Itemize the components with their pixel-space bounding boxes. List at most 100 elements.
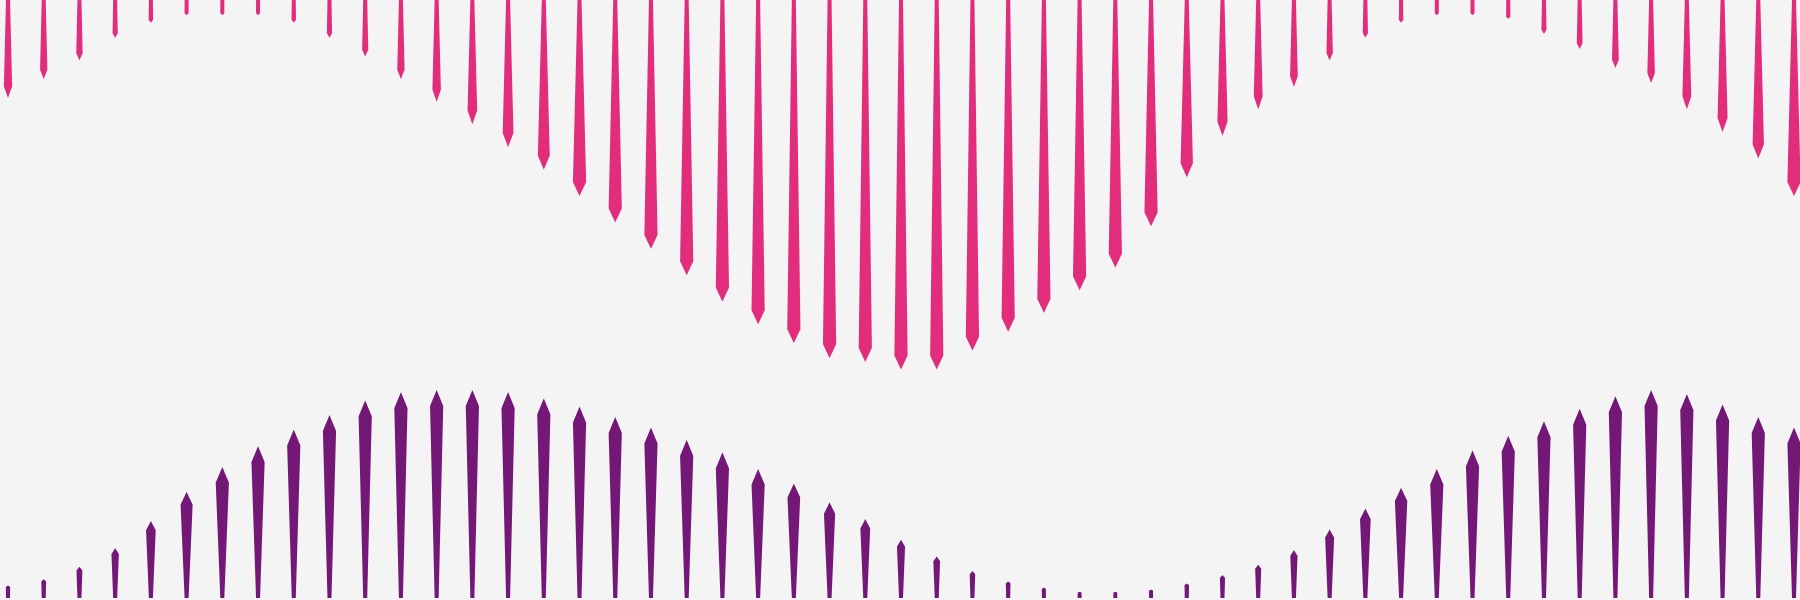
bottom-spike [1465,450,1480,598]
bottom-spike [1787,427,1800,598]
bottom-spike [823,502,836,598]
bottom-spike [430,390,444,598]
top-spike [715,0,729,302]
bottom-spike [969,570,976,598]
top-spike [326,0,333,38]
bottom-spike [680,439,694,598]
top-spike [1362,0,1368,38]
top-spike [76,0,83,61]
top-spike [822,0,837,359]
bottom-spike [1680,394,1694,598]
bottom-spike [1005,581,1011,598]
top-spike [787,0,801,344]
bottom-spike [1430,469,1444,598]
top-spike [362,0,369,57]
top-spike [644,0,658,249]
bottom-spike [933,556,941,598]
bottom-spike [1077,591,1082,598]
bottom-spike [394,392,408,598]
bottom-spike [465,390,479,598]
bottom-spike [1360,508,1371,598]
bottom-spike [1608,396,1622,598]
bottom-spike-row [5,390,1800,598]
top-spike [930,0,944,370]
top-spike [467,0,478,125]
top-spike [220,0,225,16]
top-spike [1326,0,1333,61]
top-spike [1290,0,1298,87]
bottom-spike [1219,575,1226,598]
bottom-spike [76,566,83,598]
top-spike [1752,0,1764,159]
top-spike [397,0,405,80]
bottom-spike [608,417,622,598]
bottom-spike [537,398,551,598]
top-spike [894,0,908,370]
top-spike [1647,0,1655,83]
top-spike [680,0,694,276]
top-spike [572,0,587,197]
bottom-spike [501,392,515,598]
top-spike [1144,0,1158,227]
bottom-spike [1113,591,1118,598]
bottom-spike [1501,435,1515,598]
top-spike-row [3,0,1800,370]
top-spike [965,0,980,351]
top-spike [148,0,154,23]
top-spike [1180,0,1193,178]
top-spike [1217,0,1228,136]
top-spike [1541,0,1547,34]
bottom-spike [715,452,729,598]
bottom-spike [5,585,11,598]
top-spike [1787,0,1800,197]
bottom-spike [41,579,47,598]
top-spike [1037,0,1051,313]
top-spike [112,0,118,38]
bottom-spike [1184,583,1190,598]
top-spike [858,0,872,362]
top-spike [291,0,296,23]
bottom-spike [1573,408,1587,598]
bottom-spike [787,483,801,598]
bottom-spike [287,429,301,598]
bottom-spike [180,491,193,598]
top-spike [537,0,550,170]
bottom-spike [1290,550,1298,598]
top-spike [256,0,261,16]
bottom-spike [358,400,372,598]
top-spike [1434,0,1439,16]
top-spike [3,0,13,99]
top-spike [1576,0,1583,50]
top-spike [1108,0,1122,268]
top-spike [1717,0,1728,132]
bottom-spike [644,427,658,598]
bottom-spike [1394,487,1408,598]
bottom-spike [572,406,587,598]
bottom-spike [1255,564,1262,598]
top-spike [1506,0,1511,19]
bottom-spike [146,521,156,598]
bottom-spike [251,446,265,598]
bottom-spike [1644,390,1658,598]
top-spike [184,0,189,16]
top-spike [432,0,441,102]
top-spike [1073,0,1087,291]
top-spike [1001,0,1015,332]
bottom-spike [1149,589,1154,598]
top-spike [608,0,622,223]
bottom-spike [1041,587,1046,598]
bottom-spike [1751,417,1765,598]
top-spike [1682,0,1692,110]
top-spike [1612,0,1619,68]
top-spike [40,0,48,80]
bottom-spike [111,548,119,598]
top-spike [1470,0,1475,16]
bottom-spike [1537,421,1551,598]
top-spike [1398,0,1404,23]
bottom-spike [751,469,765,598]
bottom-spike [1325,529,1335,598]
bottom-spike [215,466,229,598]
top-spike [502,0,514,148]
